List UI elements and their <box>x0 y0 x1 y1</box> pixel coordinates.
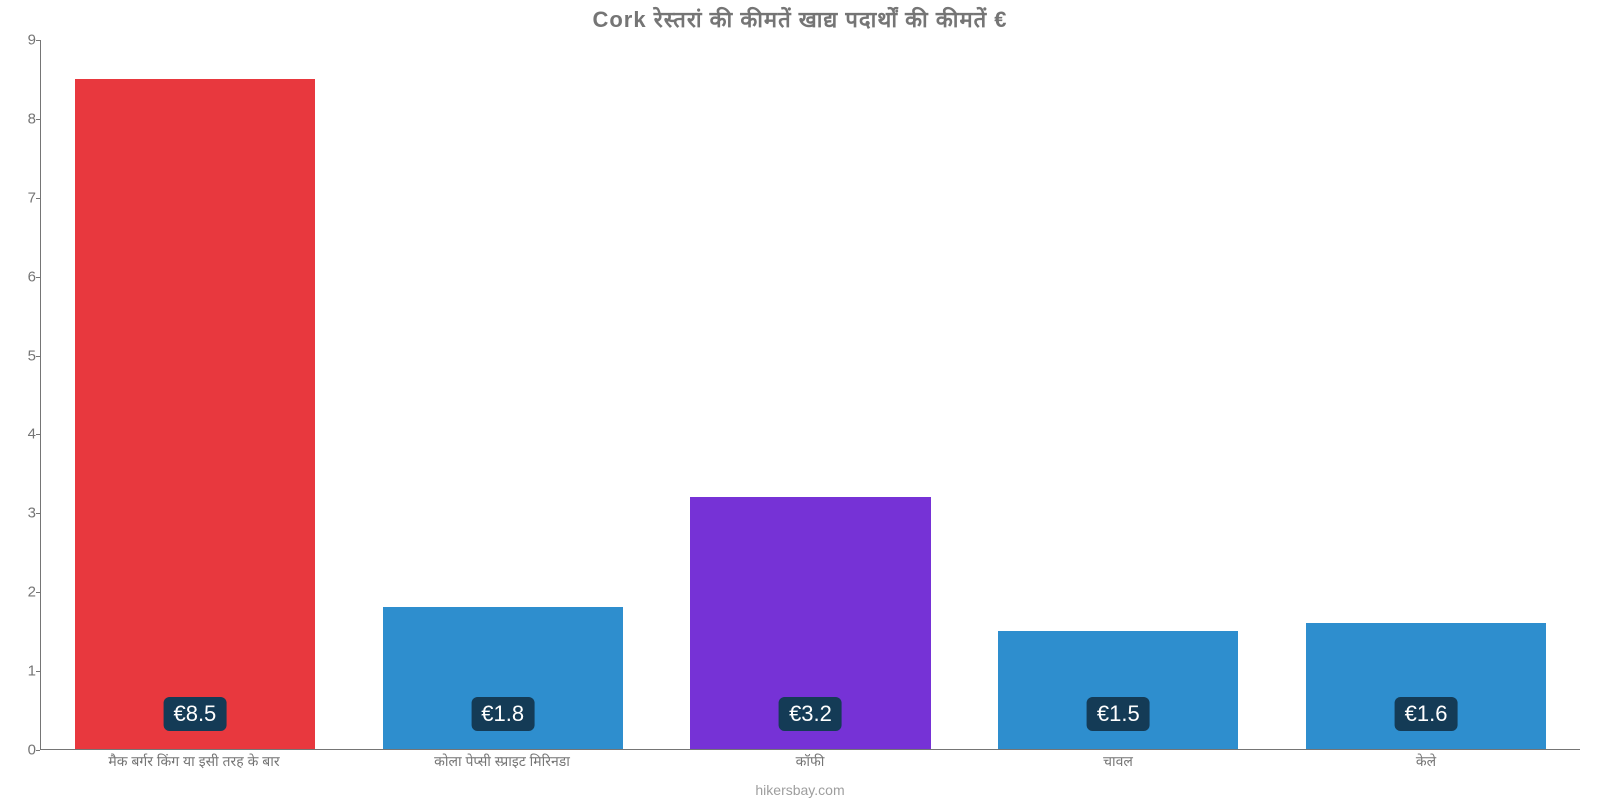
x-axis-label: कोला पेप्सी स्प्राइट मिरिनडा <box>348 752 656 771</box>
bar: €1.6 <box>1306 623 1546 749</box>
y-tick-label: 7 <box>8 189 36 206</box>
y-tick-label: 3 <box>8 505 36 522</box>
y-tick-mark <box>36 750 40 751</box>
plot-area: €8.5 €1.8 €3.2 €1.5 €1.6 <box>40 40 1580 750</box>
bar-slot: €1.8 <box>349 40 657 749</box>
bar-slot: €8.5 <box>41 40 349 749</box>
source-attribution: hikersbay.com <box>0 782 1600 798</box>
y-tick-label: 0 <box>8 742 36 759</box>
bar-value-label: €1.5 <box>1087 697 1150 731</box>
x-axis-label: मैक बर्गर किंग या इसी तरह के बार <box>40 752 348 771</box>
bar-value-label: €8.5 <box>163 697 226 731</box>
x-axis-label: चावल <box>964 752 1272 771</box>
y-tick-label: 2 <box>8 584 36 601</box>
y-tick-label: 8 <box>8 110 36 127</box>
chart-title: Cork रेस्तरां की कीमतें खाद्य पदार्थों क… <box>0 4 1600 34</box>
y-tick-label: 4 <box>8 426 36 443</box>
y-tick-label: 5 <box>8 347 36 364</box>
bar-value-label-wrap: €1.8 <box>471 697 534 731</box>
bar-slot: €3.2 <box>657 40 965 749</box>
y-tick-label: 1 <box>8 663 36 680</box>
x-axis-labels: मैक बर्गर किंग या इसी तरह के बारकोला पेप… <box>40 752 1580 771</box>
bar: €1.8 <box>383 607 623 749</box>
y-tick-label: 6 <box>8 268 36 285</box>
bars-row: €8.5 €1.8 €3.2 €1.5 €1.6 <box>41 40 1580 749</box>
bar-value-label: €3.2 <box>779 697 842 731</box>
bar-value-label-wrap: €3.2 <box>779 697 842 731</box>
bar: €3.2 <box>690 497 930 749</box>
bar-value-label-wrap: €1.6 <box>1395 697 1458 731</box>
x-axis-label: कॉफी <box>656 752 964 771</box>
bar-slot: €1.6 <box>1272 40 1580 749</box>
bar-value-label: €1.8 <box>471 697 534 731</box>
bar: €1.5 <box>998 631 1238 749</box>
bar-slot: €1.5 <box>964 40 1272 749</box>
bar-value-label-wrap: €8.5 <box>163 697 226 731</box>
y-tick-label: 9 <box>8 32 36 49</box>
bar-value-label-wrap: €1.5 <box>1087 697 1150 731</box>
x-axis-label: केले <box>1272 752 1580 771</box>
price-bar-chart: Cork रेस्तरां की कीमतें खाद्य पदार्थों क… <box>0 0 1600 800</box>
bar-value-label: €1.6 <box>1395 697 1458 731</box>
bar: €8.5 <box>75 79 315 749</box>
